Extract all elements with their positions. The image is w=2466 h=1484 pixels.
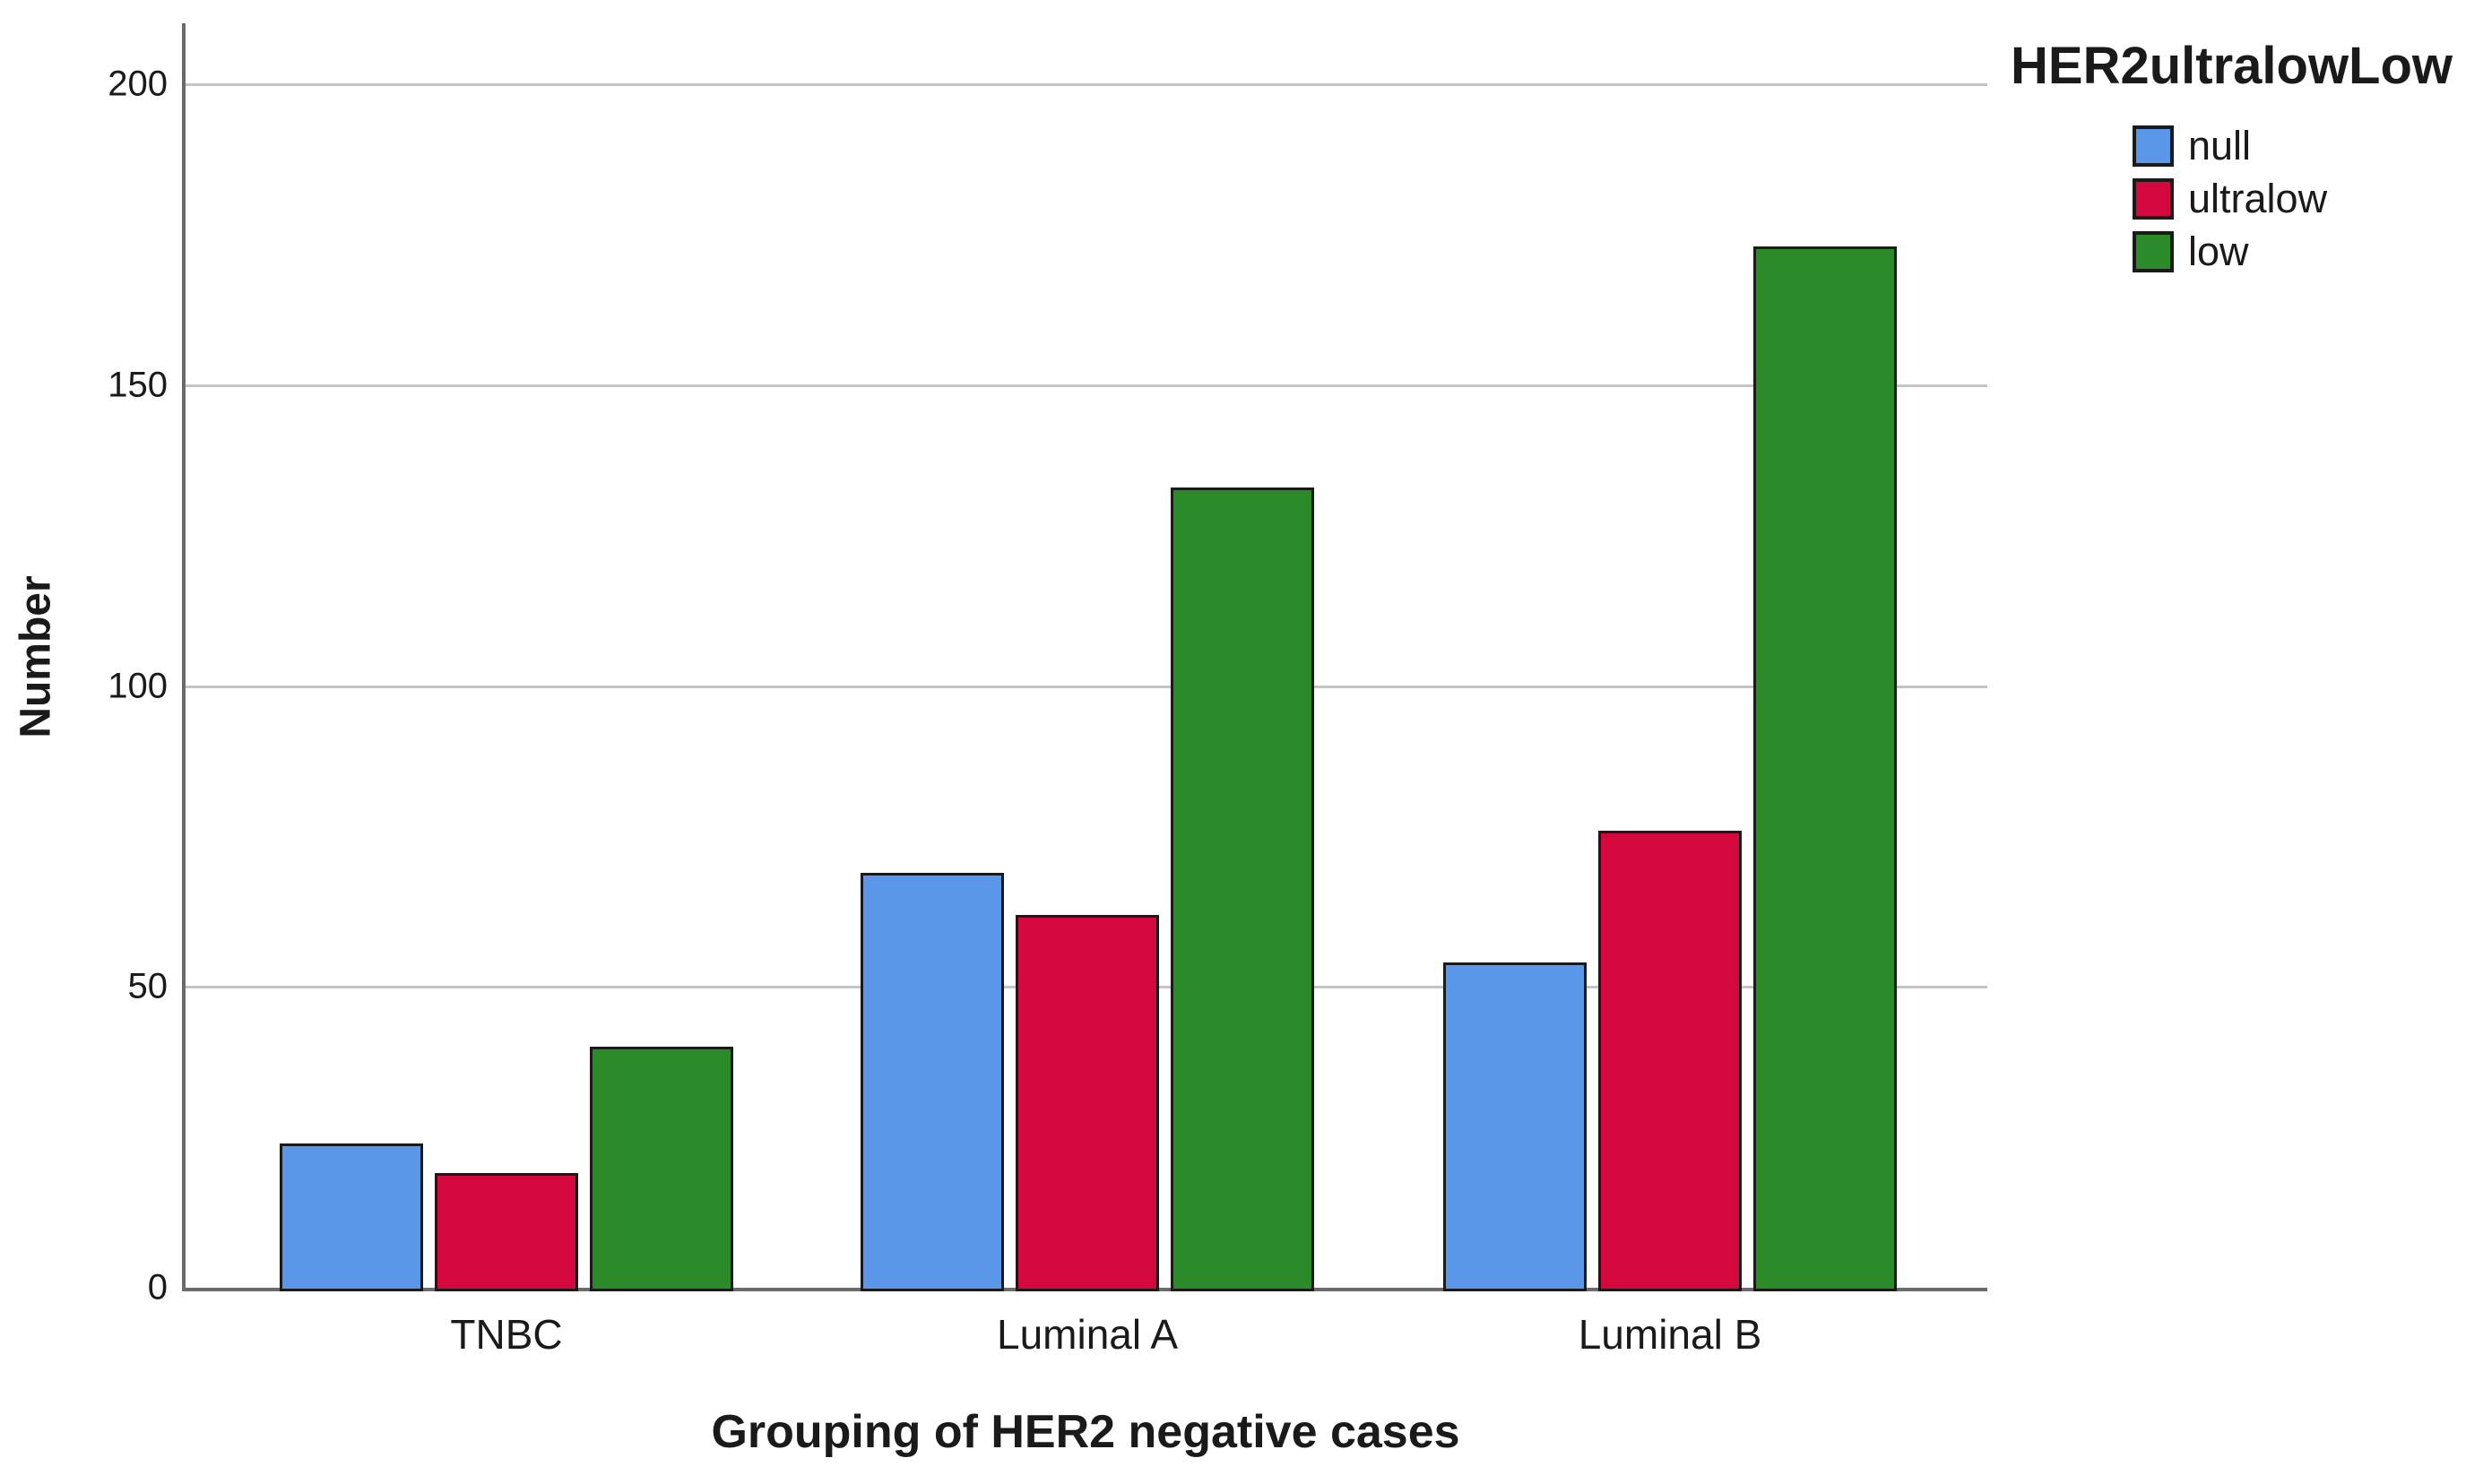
legend-label-low: low	[2188, 229, 2249, 274]
gridline-y-100	[186, 685, 1987, 688]
bar-null-luminal-b	[1443, 962, 1587, 1291]
bar-low-luminal-a	[1171, 487, 1314, 1291]
bar-ultralow-luminal-a	[1016, 914, 1159, 1291]
x-tick-label-tnbc: TNBC	[450, 1311, 563, 1358]
legend-title: HER2ultralowLow	[2011, 37, 2453, 95]
x-tick-label-luminal-b: Luminal B	[1578, 1311, 1762, 1358]
y-tick-label: 50	[127, 966, 169, 1006]
bar-null-luminal-a	[861, 872, 1004, 1291]
bar-ultralow-luminal-b	[1598, 830, 1742, 1291]
gridline-y-200	[186, 83, 1987, 86]
y-tick-label: 100	[108, 666, 168, 705]
x-tick-label-luminal-a: Luminal A	[996, 1311, 1178, 1358]
legend-label-ultralow: ultralow	[2188, 176, 2328, 221]
legend-swatch-null	[2133, 125, 2174, 167]
y-tick-label: 200	[108, 64, 168, 104]
bar-low-tnbc	[590, 1047, 733, 1291]
bar-low-luminal-b	[1753, 246, 1897, 1291]
bar-null-tnbc	[280, 1143, 423, 1291]
x-axis-title: Grouping of HER2 negative cases	[711, 1406, 1460, 1458]
legend-swatch-ultralow	[2133, 178, 2174, 220]
y-axis-title: Number	[12, 575, 60, 738]
bar-ultralow-tnbc	[435, 1173, 578, 1291]
y-tick-label: 0	[147, 1267, 168, 1307]
gridline-y-150	[186, 384, 1987, 387]
y-axis-line	[182, 23, 186, 1291]
legend-swatch-low	[2133, 231, 2174, 272]
legend-label-null: null	[2188, 123, 2252, 168]
y-tick-label: 150	[108, 365, 168, 405]
